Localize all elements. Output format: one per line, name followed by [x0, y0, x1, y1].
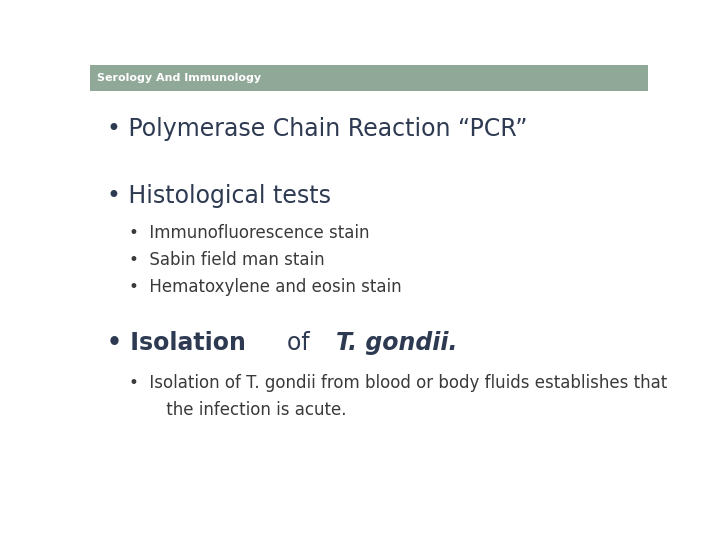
Text: • Isolation: • Isolation — [107, 332, 254, 355]
Text: the infection is acute.: the infection is acute. — [140, 401, 347, 419]
FancyBboxPatch shape — [90, 65, 648, 91]
Text: •  Hematoxylene and eosin stain: • Hematoxylene and eosin stain — [129, 278, 402, 296]
Text: Serology And Immunology: Serology And Immunology — [96, 73, 261, 83]
Text: •  Sabin field man stain: • Sabin field man stain — [129, 251, 325, 269]
Text: of: of — [287, 332, 317, 355]
Text: •  Isolation of T. gondii from blood or body fluids establishes that: • Isolation of T. gondii from blood or b… — [129, 374, 667, 392]
Text: T. gondii.: T. gondii. — [336, 332, 457, 355]
Text: •  Immunofluorescence stain: • Immunofluorescence stain — [129, 224, 369, 242]
Text: • Polymerase Chain Reaction “PCR”: • Polymerase Chain Reaction “PCR” — [107, 117, 527, 141]
Text: • Histological tests: • Histological tests — [107, 184, 330, 208]
